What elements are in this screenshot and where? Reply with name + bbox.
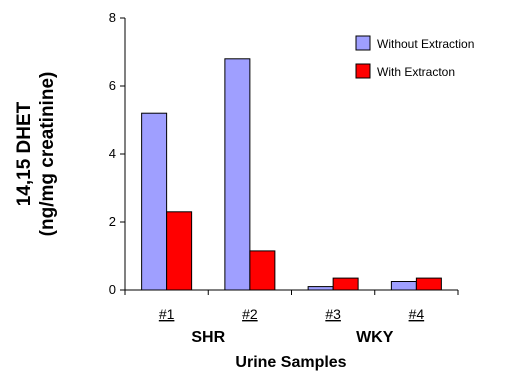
legend-label-with-extraction: With Extracton bbox=[377, 65, 455, 79]
category-labels: #1 #2 #3 #4 bbox=[159, 306, 425, 322]
y-tick-label: 8 bbox=[109, 10, 116, 25]
y-axis-label-line1: 14,15 DHET bbox=[14, 101, 35, 206]
group-labels: SHR WKY bbox=[191, 329, 393, 346]
y-axis-label-line2: (ng/mg creatinine) bbox=[37, 72, 58, 237]
y-ticks: 0 2 4 6 8 bbox=[109, 10, 125, 297]
category-label-1: #1 bbox=[159, 306, 175, 322]
category-label-4: #4 bbox=[409, 306, 425, 322]
legend-swatch-with-extraction bbox=[355, 63, 371, 79]
bars-layer bbox=[141, 58, 442, 291]
group-label-shr: SHR bbox=[191, 329, 225, 346]
category-label-2: #2 bbox=[242, 306, 258, 322]
bar-with-extraction-3 bbox=[332, 277, 359, 291]
x-axis-label: Urine Samples bbox=[235, 354, 346, 371]
group-label-wky: WKY bbox=[356, 329, 394, 346]
x-ticks bbox=[124, 290, 459, 295]
bar-without-extraction-2 bbox=[224, 58, 251, 291]
legend-swatch-without-extraction bbox=[355, 35, 371, 51]
bar-without-extraction-4 bbox=[390, 281, 417, 291]
y-tick-label: 2 bbox=[109, 214, 116, 229]
legend: Without Extraction With Extracton bbox=[355, 35, 474, 79]
y-tick-label: 0 bbox=[109, 282, 116, 297]
bar-with-extraction-1 bbox=[166, 211, 193, 291]
y-axis-label: 14,15 DHET (ng/mg creatinine) bbox=[14, 72, 58, 237]
y-tick-label: 4 bbox=[109, 146, 116, 161]
category-label-3: #3 bbox=[325, 306, 341, 322]
bar-without-extraction-1 bbox=[141, 112, 168, 291]
bar-with-extraction-4 bbox=[415, 277, 442, 291]
bar-without-extraction-3 bbox=[307, 286, 334, 291]
bar-with-extraction-2 bbox=[249, 250, 276, 291]
legend-label-without-extraction: Without Extraction bbox=[377, 37, 474, 51]
y-tick-label: 6 bbox=[109, 78, 116, 93]
